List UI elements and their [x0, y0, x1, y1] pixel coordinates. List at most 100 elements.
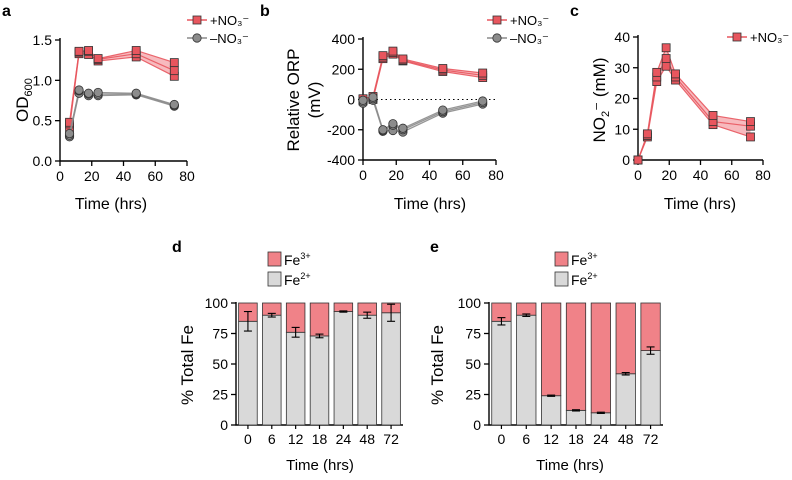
panel-e-bar-fe2 [541, 395, 562, 426]
legend-c-plus-marker [732, 32, 742, 42]
panel-b-point [438, 64, 448, 73]
legend-c: +NO₃⁻ [727, 30, 789, 45]
legend-d: Fe3+ Fe2+ [267, 251, 311, 288]
legend-e: Fe3+ Fe2+ [554, 251, 598, 288]
panel-d-bar-fe2 [285, 331, 306, 426]
panel-a-point [84, 46, 93, 55]
panel-b-ytick-label: -200 [327, 122, 355, 138]
panel-e-bar-fe3 [565, 302, 587, 411]
panel-c-point [642, 129, 652, 139]
panel-d-bar-fe2 [357, 314, 377, 426]
panel-d-bar-fe3 [309, 302, 330, 337]
panel-c-ytick-label: 30 [614, 60, 630, 76]
panel-b-xtick-label: 40 [422, 167, 438, 183]
panel-b-ytick-label: 0 [347, 92, 355, 108]
panel-d-xlabel: Time (hrs) [286, 457, 354, 474]
panel-c-ytick-label: 20 [614, 91, 630, 107]
panel-b-xtick-label: 80 [488, 167, 504, 183]
panel-a-ytick-label: 1.0 [33, 72, 53, 88]
panel-b-point [358, 95, 368, 105]
panel-b-point [388, 119, 398, 129]
panel-a-point [169, 99, 179, 110]
panel-a-xlabel: Time (hrs) [75, 196, 147, 213]
panel-label-d: d [172, 239, 182, 256]
legend-a-plus-label: +NO₃⁻ [210, 13, 249, 28]
panel-d-bar-fe2 [381, 312, 401, 426]
panel-label-a: a [2, 3, 11, 20]
panel-a-point [64, 128, 75, 139]
panel-e-xtick-label: 48 [618, 431, 634, 447]
panel-e-xlabel: Time (hrs) [536, 457, 604, 474]
panel-d-ytick-label: 50 [212, 356, 228, 372]
panel-d-bar-fe2 [238, 320, 258, 426]
panel-d-xtick-label: 24 [336, 431, 352, 447]
panel-e-bar-fe2 [640, 350, 661, 426]
panel-label-c: c [570, 3, 579, 20]
panel-c-point [671, 69, 680, 79]
legend-d-fe2-swatch [267, 271, 282, 287]
legend-a-minus-marker [192, 33, 202, 43]
panel-a-series-0-band [69, 50, 175, 128]
panel-b-point [478, 68, 488, 78]
panel-a-ytick-label: 0.0 [33, 153, 53, 169]
panel-e-bar-fe2 [565, 409, 587, 426]
legend-e-fe2-swatch [554, 271, 569, 287]
panel-c-point [661, 54, 671, 63]
panel-e-xtick-label: 0 [498, 431, 506, 447]
panel-b-xtick-label: 60 [455, 167, 471, 183]
panel-b-ylabel-line2: (mV) [305, 82, 324, 119]
panel-e-ytick-label: 50 [465, 356, 481, 372]
panel-a-point [74, 46, 84, 56]
panel-d-xtick-label: 72 [383, 431, 399, 447]
panel-a-series-0-line [68, 49, 175, 123]
panel-b-xtick-label: 0 [359, 167, 367, 183]
panel-c-point [633, 155, 643, 165]
panel-e-ylabel: % Total Fe [428, 325, 447, 405]
panel-a-ytick-label: 1.5 [33, 32, 53, 48]
legend-a: +NO₃⁻ –NO₃⁻ [187, 13, 249, 46]
panel-c-xtick-label: 40 [693, 167, 709, 183]
legend-e-fe3-label: Fe3+ [571, 251, 598, 268]
panel-b-ylabel-line1: Relative ORP [284, 49, 303, 152]
panel-a-xtick-label: 0 [56, 168, 64, 184]
panel-d-xtick-label: 18 [312, 431, 328, 447]
panel-e-xtick-label: 12 [543, 431, 559, 447]
panel-c-ylabel: NO2⁻ (mM) [590, 58, 612, 143]
panel-e-bar-fe3 [516, 302, 537, 316]
panel-b-point [388, 46, 398, 56]
panel-c-plot: 0 10 20 30 40 0 20 40 60 80 [614, 29, 771, 183]
panel-b-ytick-label: -400 [327, 152, 355, 168]
panel-e-xtick-label: 24 [593, 431, 609, 447]
panel-e-bar-fe3 [590, 302, 611, 414]
legend-a-plus-marker [192, 15, 202, 25]
panel-label-e: e [430, 239, 439, 256]
panel-c-xtick-label: 20 [661, 167, 677, 183]
panel-c-ytick-label: 0 [622, 152, 630, 168]
panel-c-xtick-label: 80 [755, 167, 771, 183]
panel-a-point [169, 58, 179, 67]
panel-d-ytick-label: 75 [212, 326, 228, 342]
panel-b-point [478, 96, 488, 106]
panel-d-ytick-label: 100 [205, 295, 229, 311]
panel-e-bar-fe2 [491, 320, 512, 426]
panel-c-series-0-line [637, 46, 751, 161]
panel-b-plot: -400 -200 0 200 400 0 20 40 60 80 [327, 31, 504, 183]
panel-b-point [378, 125, 388, 135]
panel-a-point [65, 117, 74, 127]
panel-d-bar-fe2 [333, 311, 354, 426]
panel-a-point [83, 88, 94, 98]
legend-d-fe3-label: Fe3+ [284, 251, 311, 268]
panel-d-ylabel: % Total Fe [178, 325, 197, 405]
legend-b-minus-marker [492, 33, 502, 43]
panel-c-point [708, 111, 718, 120]
legend-a-minus-label: –NO₃⁻ [210, 31, 249, 46]
panel-b-point [398, 123, 408, 133]
panel-a-xtick-label: 20 [84, 168, 100, 184]
panel-b-xtick-label: 20 [388, 167, 404, 183]
panel-d-ytick-label: 0 [220, 417, 228, 433]
panel-e-xtick-label: 18 [568, 431, 584, 447]
panel-a-point [93, 87, 103, 98]
